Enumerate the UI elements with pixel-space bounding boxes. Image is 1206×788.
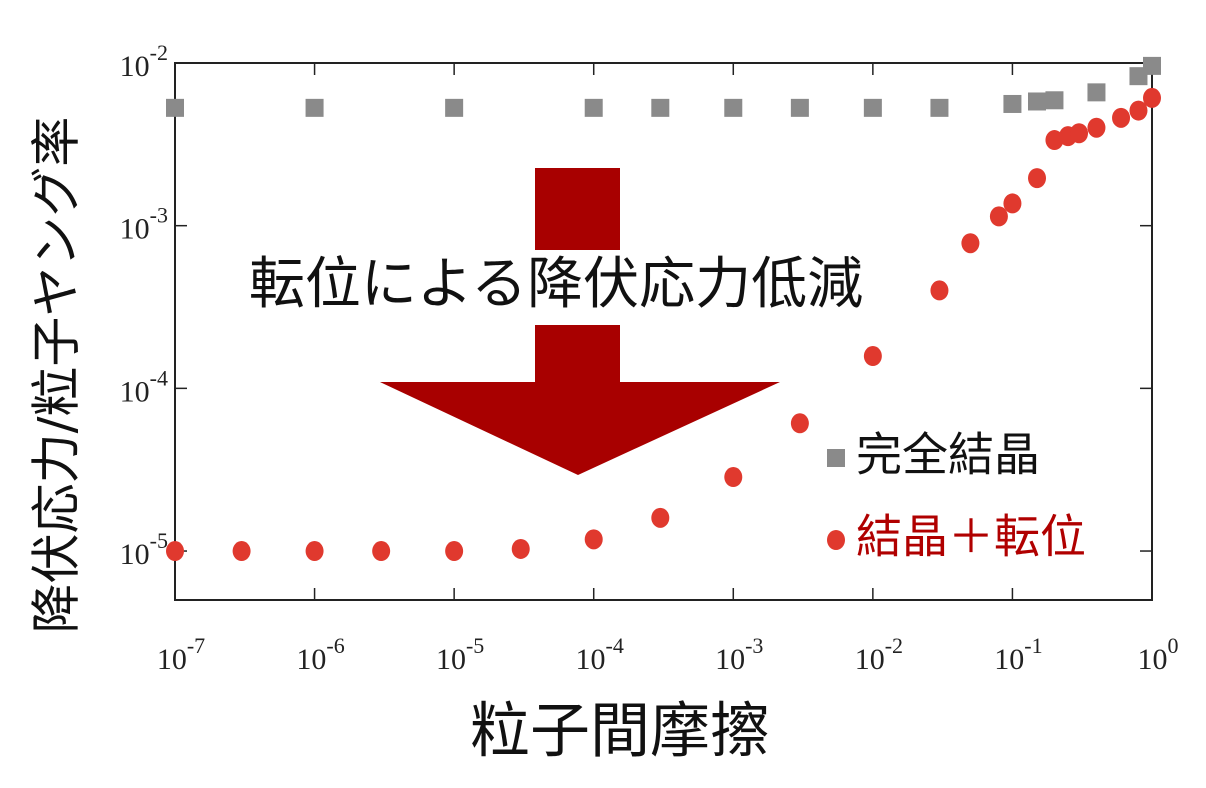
tick-exponent: -4	[150, 365, 168, 390]
legend-marker	[827, 449, 845, 467]
y-tick-label: 10-3	[120, 203, 168, 246]
data-point	[1045, 130, 1064, 151]
data-point	[790, 413, 809, 434]
legend-label: 完全結晶	[856, 428, 1040, 482]
data-point	[1143, 87, 1161, 108]
tick-exponent: -4	[606, 633, 624, 658]
data-point	[584, 529, 603, 550]
data-point	[790, 98, 809, 117]
tick-base: 10	[157, 643, 187, 676]
tick-base: 10	[436, 643, 466, 676]
y-tick-label: 10-5	[120, 528, 168, 571]
x-tick-label: 100	[1138, 633, 1179, 676]
tick-exponent: -6	[326, 633, 344, 658]
data-point	[445, 98, 464, 117]
data-point	[372, 541, 391, 562]
data-point	[166, 541, 184, 562]
x-tick-label: 10-7	[157, 633, 205, 676]
data-point	[1028, 92, 1047, 111]
data-point	[1028, 168, 1047, 189]
data-point	[511, 538, 530, 559]
plot-frame	[174, 62, 1153, 601]
y-tick-label: 10-4	[120, 365, 168, 408]
tick-base: 10	[855, 643, 885, 676]
data-point	[1087, 117, 1106, 138]
data-point	[1143, 56, 1161, 75]
x-tick-label: 10-6	[296, 633, 344, 676]
data-point	[961, 233, 980, 254]
tick-base: 10	[296, 643, 326, 676]
data-point	[1070, 123, 1089, 144]
x-tick-label: 10-1	[994, 633, 1042, 676]
tick-base: 10	[120, 50, 150, 83]
data-point	[1129, 67, 1148, 86]
data-point	[863, 98, 882, 117]
data-point	[584, 98, 603, 117]
tick-exponent: -3	[745, 633, 763, 658]
tick-exponent: -1	[1024, 633, 1042, 658]
data-point	[930, 280, 949, 301]
tick-base: 10	[120, 538, 150, 571]
data-point	[651, 507, 670, 528]
tick-base: 10	[576, 643, 606, 676]
data-point	[305, 98, 324, 117]
data-point	[651, 98, 670, 117]
data-point	[724, 467, 743, 488]
data-point	[445, 541, 464, 562]
data-point	[1003, 193, 1022, 214]
legend-marker	[827, 530, 845, 550]
annotation: 転位による降伏応力低減	[249, 252, 863, 317]
tick-exponent: -5	[150, 528, 168, 553]
x-tick-label: 10-3	[715, 633, 763, 676]
data-point	[1045, 91, 1064, 110]
annotation-background	[222, 250, 890, 325]
data-point	[1112, 107, 1131, 128]
data-point	[863, 346, 882, 367]
tick-exponent: -3	[150, 203, 168, 228]
tick-base: 10	[120, 213, 150, 246]
y-tick-label: 10-2	[120, 40, 168, 83]
tick-exponent: 0	[1168, 633, 1179, 658]
tick-exponent: -2	[150, 40, 168, 65]
x-tick-label: 10-4	[576, 633, 624, 676]
tick-base: 10	[120, 375, 150, 408]
data-point	[1129, 100, 1148, 121]
tick-base: 10	[994, 643, 1024, 676]
y-axis-label: 降伏応力/粒子ヤング率	[28, 117, 86, 634]
x-tick-label: 10-5	[436, 633, 484, 676]
data-point	[724, 98, 743, 117]
tick-base: 10	[1138, 643, 1168, 676]
data-point	[1087, 83, 1106, 102]
x-tick-label: 10-2	[855, 633, 903, 676]
tick-base: 10	[715, 643, 745, 676]
x-axis-label: 粒子間摩擦	[470, 697, 770, 767]
data-point	[166, 98, 184, 117]
data-point	[232, 541, 251, 562]
tick-exponent: -2	[885, 633, 903, 658]
data-point	[305, 541, 324, 562]
legend-label: 結晶＋転位	[856, 510, 1086, 564]
data-point	[989, 206, 1008, 227]
tick-exponent: -7	[187, 633, 205, 658]
tick-exponent: -5	[466, 633, 484, 658]
data-point	[1003, 94, 1022, 113]
data-point	[930, 98, 949, 117]
